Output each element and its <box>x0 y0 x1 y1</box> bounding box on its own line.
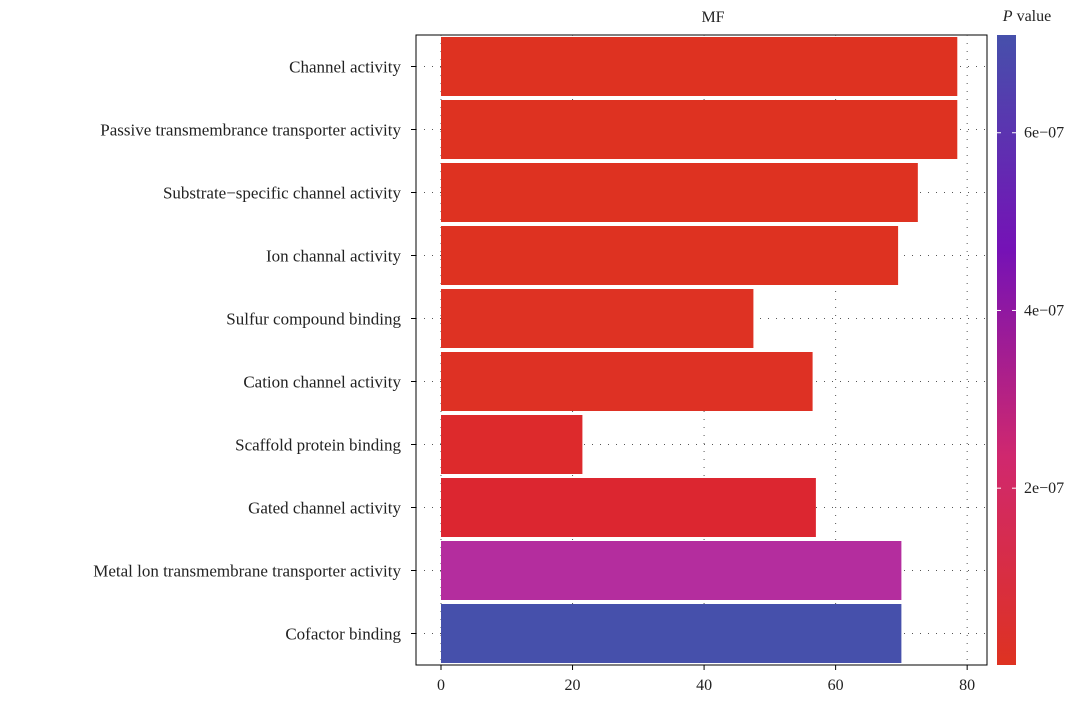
legend-title: P value <box>1002 8 1051 25</box>
bar <box>441 541 902 600</box>
x-tick-label: 60 <box>828 677 844 694</box>
category-label: Channel activity <box>289 58 401 77</box>
legend-title-rest: value <box>1013 8 1052 25</box>
legend-title-italic: P <box>1002 8 1013 25</box>
bar <box>441 415 583 474</box>
category-label: Cofactor binding <box>285 625 401 644</box>
bar <box>441 352 813 411</box>
category-label: Cation channel activity <box>243 373 401 392</box>
bar <box>441 100 958 159</box>
x-tick-label: 0 <box>437 677 445 694</box>
bar <box>441 289 754 348</box>
x-tick-label: 20 <box>565 677 581 694</box>
bar <box>441 226 899 285</box>
x-tick-label: 80 <box>959 677 975 694</box>
chart-title: MF <box>701 9 724 26</box>
category-label: Scaffold protein binding <box>235 436 401 455</box>
category-label: Substrate−specific channel activity <box>163 184 402 203</box>
category-label: Gated channel activity <box>248 499 401 518</box>
bar <box>441 604 902 663</box>
bar <box>441 37 958 96</box>
legend-tick-label: 2e−07 <box>1024 480 1064 497</box>
plot-frame <box>415 34 988 666</box>
legend-colorbar <box>997 35 1016 665</box>
category-label: Metal lon transmembrane transporter acti… <box>93 562 401 581</box>
category-label: Passive transmembrance transporter activ… <box>100 121 401 140</box>
category-label: Ion channal activity <box>266 247 402 266</box>
bar <box>441 478 816 537</box>
legend-tick-label: 6e−07 <box>1024 125 1064 142</box>
legend-tick-label: 4e−07 <box>1024 302 1064 319</box>
bar <box>441 163 918 222</box>
category-label: Sulfur compound binding <box>226 310 401 329</box>
x-tick-label: 40 <box>696 677 712 694</box>
